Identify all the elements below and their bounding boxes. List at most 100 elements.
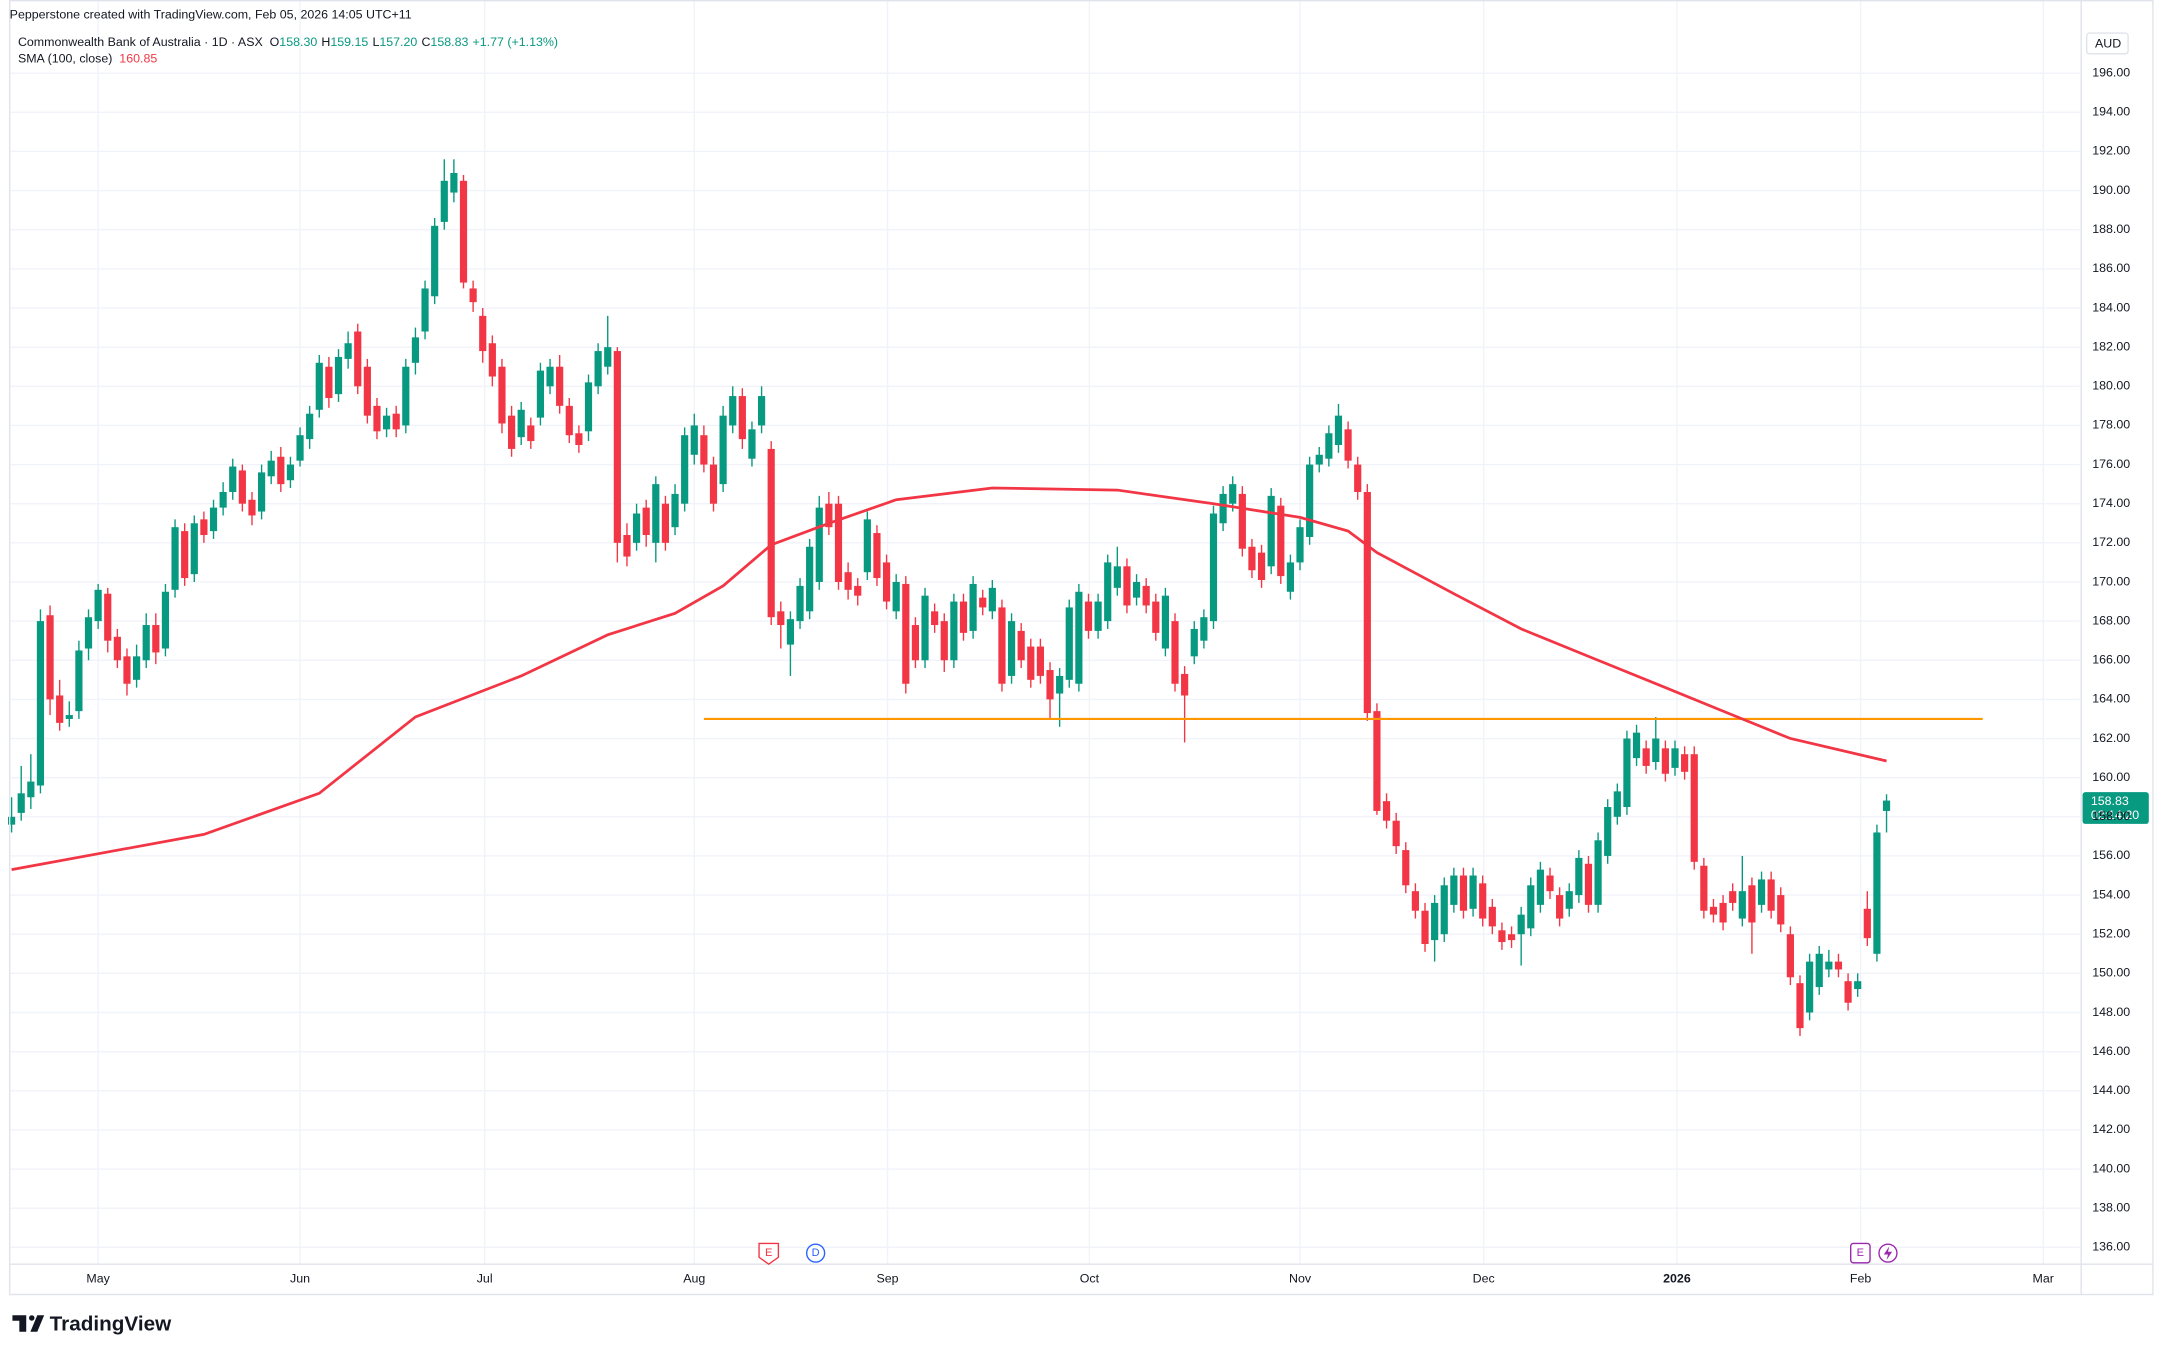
candle-body — [1363, 491, 1371, 714]
candle-body — [825, 503, 833, 528]
candle-body — [1604, 807, 1612, 856]
candle-body — [1882, 800, 1891, 811]
candle-body — [1815, 953, 1823, 988]
candle-body — [786, 619, 795, 645]
sma-name: SMA (100, close) — [18, 52, 112, 66]
candle-body — [286, 464, 295, 481]
candle-body — [219, 491, 227, 508]
candle-body — [1709, 906, 1718, 915]
y-tick-label: 142.00 — [2092, 1122, 2130, 1136]
candle-body — [1238, 493, 1246, 549]
y-tick-label: 154.00 — [2092, 887, 2130, 901]
candle-body — [1757, 879, 1766, 905]
y-tick-label: 138.00 — [2092, 1200, 2130, 1214]
candle-body — [1382, 801, 1391, 821]
candle-body — [296, 435, 304, 461]
last-price: 158.83 — [2091, 794, 2129, 808]
candle-body — [1729, 891, 1737, 903]
candle-body — [1719, 902, 1727, 923]
candle-body — [200, 519, 208, 536]
lightning-icon — [1883, 1246, 1893, 1261]
candle-body — [565, 405, 573, 436]
candle-body — [1257, 552, 1266, 581]
ohlc-key: H — [321, 35, 330, 49]
candle-body — [1354, 464, 1362, 492]
candle-body — [1854, 981, 1862, 990]
candle-body — [402, 366, 410, 426]
candle-body — [1507, 934, 1516, 941]
x-tick-label: 2026 — [1663, 1272, 1691, 1286]
candle-body — [315, 362, 323, 410]
currency-box[interactable] — [2086, 32, 2129, 55]
candle-body — [700, 435, 708, 465]
candle-body — [209, 507, 218, 532]
candle-body — [988, 587, 996, 612]
candle-body — [1277, 505, 1285, 577]
candle-body — [815, 507, 823, 582]
candle-body — [1286, 562, 1294, 592]
x-tick-label: Jun — [290, 1272, 310, 1286]
candle-body — [277, 456, 285, 485]
candle-body — [1171, 621, 1179, 684]
candle-body — [1488, 906, 1496, 927]
candle-body — [161, 591, 170, 649]
candle-body — [1132, 581, 1141, 598]
candle-body — [238, 470, 246, 504]
event-marker[interactable] — [1878, 1243, 1898, 1263]
candle-body — [1152, 601, 1160, 633]
candle-body — [517, 409, 525, 438]
event-marker[interactable]: E — [758, 1242, 780, 1266]
candle-body — [65, 715, 73, 719]
y-tick-label: 144.00 — [2092, 1083, 2130, 1097]
ohlc-value: 159.15 — [330, 35, 368, 49]
y-tick-label: 184.00 — [2092, 300, 2130, 314]
candle-body — [1229, 484, 1237, 504]
candle-body — [1027, 646, 1035, 680]
y-tick-label: 196.00 — [2092, 65, 2130, 79]
candle-body — [1834, 961, 1843, 970]
candle-body — [738, 396, 746, 440]
candle-body — [661, 503, 670, 543]
candle-body — [27, 781, 35, 798]
ohlc-key: L — [372, 35, 379, 49]
candle-body — [1104, 562, 1112, 622]
candle-body — [104, 593, 112, 641]
candle-body — [1411, 891, 1419, 911]
candle-body — [719, 415, 727, 485]
candle-body — [729, 396, 737, 426]
y-tick-label: 174.00 — [2092, 496, 2130, 510]
candle-body — [1661, 748, 1669, 774]
candle-body — [373, 405, 381, 432]
candle-body — [181, 531, 189, 579]
candle-body — [623, 535, 631, 557]
candle-body — [1181, 673, 1189, 696]
legend-line: Commonwealth Bank of Australia · 1D · AS… — [18, 35, 558, 49]
candle-body — [767, 448, 775, 618]
candle-body — [431, 225, 439, 297]
candle-body — [1084, 601, 1093, 631]
event-shape — [805, 1243, 826, 1263]
event-shape — [758, 1242, 780, 1266]
event-label: E — [765, 1247, 772, 1259]
candle-body — [171, 527, 179, 590]
event-marker[interactable]: D — [805, 1243, 826, 1263]
candle-body — [36, 621, 45, 786]
candle-body — [267, 460, 275, 477]
marks — [8, 159, 1983, 1036]
y-tick-label: 170.00 — [2092, 574, 2130, 588]
candle-body — [1325, 433, 1333, 459]
candle-body — [1700, 865, 1708, 911]
candle-body — [1113, 566, 1121, 588]
candle-body — [969, 583, 977, 631]
candle-body — [1248, 546, 1256, 571]
y-tick-label: 156.00 — [2092, 848, 2130, 862]
candle-body — [892, 581, 900, 612]
y-tick-label: 136.00 — [2092, 1240, 2130, 1254]
candle-body — [450, 172, 458, 193]
candle-body — [834, 503, 843, 582]
event-marker[interactable]: E — [1850, 1242, 1871, 1264]
y-tick-label: 166.00 — [2092, 653, 2130, 667]
candle-body — [1786, 934, 1794, 978]
